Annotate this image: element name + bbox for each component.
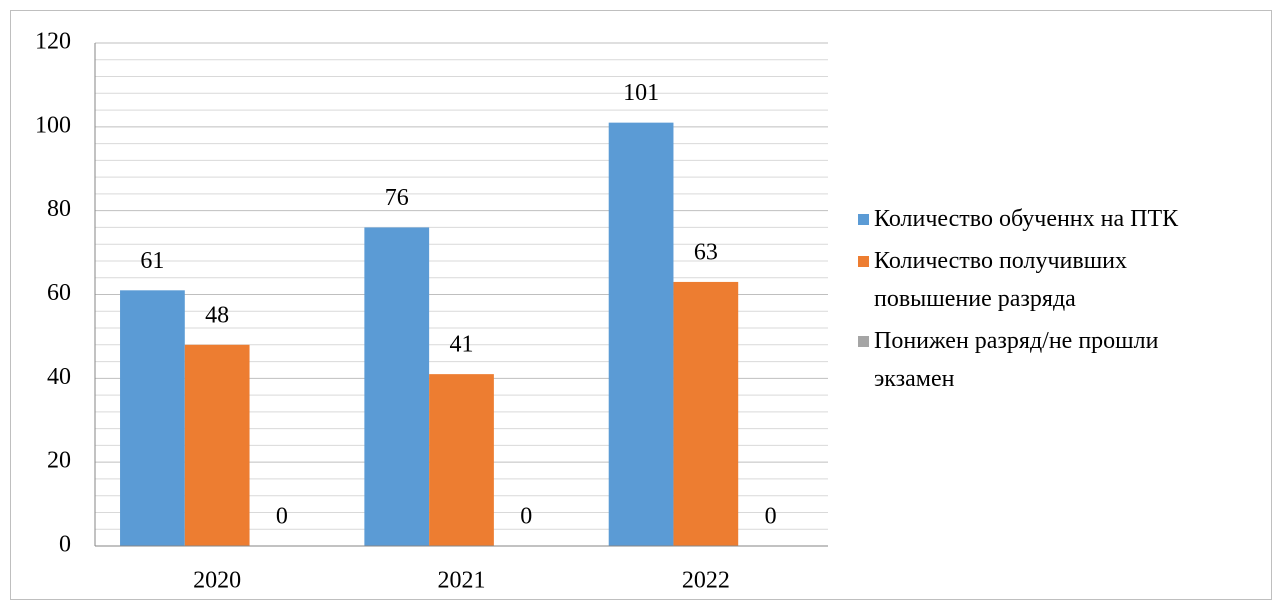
value-label: 0 xyxy=(520,504,532,530)
y-tick-label: 0 xyxy=(59,532,71,558)
legend-swatch xyxy=(858,336,869,347)
legend-label: Количество обученнх на ПТК xyxy=(874,206,1179,232)
value-label: 76 xyxy=(385,185,409,211)
legend: Количество обученнх на ПТК Количество пол… xyxy=(858,200,1258,402)
legend-label: Понижен разряд/не прошли экзамен xyxy=(874,328,1159,392)
chart-border xyxy=(10,10,1272,600)
x-tick-label: 2022 xyxy=(682,568,730,594)
legend-swatch xyxy=(858,214,869,225)
y-tick-label: 20 xyxy=(47,448,71,474)
y-tick-label: 100 xyxy=(35,112,71,138)
bar xyxy=(364,227,430,546)
legend-item: Понижен разряд/не прошли экзамен xyxy=(858,322,1258,398)
x-tick-label: 2021 xyxy=(438,568,486,594)
y-tick-label: 120 xyxy=(35,29,71,55)
y-tick-label: 80 xyxy=(47,196,71,222)
bar xyxy=(429,374,494,546)
bar xyxy=(184,344,250,546)
legend-item: Количество получивших повышение разряда xyxy=(858,242,1258,318)
y-tick-label: 40 xyxy=(47,364,71,390)
legend-swatch xyxy=(858,256,869,267)
bar xyxy=(673,281,739,546)
value-label: 0 xyxy=(276,504,288,530)
value-label: 61 xyxy=(140,248,164,274)
x-tick-label: 2020 xyxy=(193,568,241,594)
value-label: 0 xyxy=(765,504,777,530)
value-label: 63 xyxy=(694,239,718,265)
legend-item: Количество обученнх на ПТК xyxy=(858,200,1258,238)
value-label: 101 xyxy=(623,80,659,106)
legend-label: Количество получивших повышение разряда xyxy=(874,248,1128,312)
y-tick-label: 60 xyxy=(47,280,71,306)
value-label: 41 xyxy=(450,332,474,358)
bar xyxy=(608,122,674,547)
bar xyxy=(120,290,185,546)
value-label: 48 xyxy=(205,302,229,328)
